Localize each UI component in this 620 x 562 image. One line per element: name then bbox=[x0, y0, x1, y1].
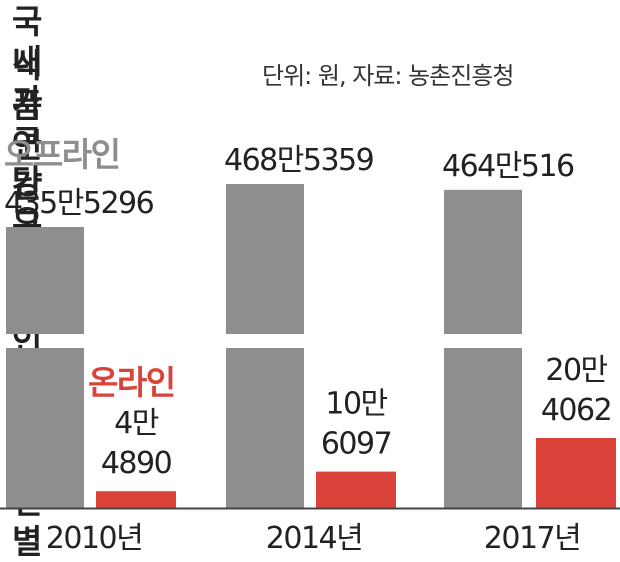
online-value-label: 20만 bbox=[545, 353, 607, 388]
offline-bar-lower bbox=[444, 348, 522, 508]
offline-value-label: 464만516 bbox=[442, 149, 574, 184]
x-tick-label: 2017년 bbox=[484, 521, 580, 555]
online-value-label: 4062 bbox=[541, 393, 611, 428]
offline-value-label: 435만5296 bbox=[4, 186, 154, 221]
offline-bar bbox=[444, 189, 522, 334]
x-tick-label: 2010년 bbox=[46, 521, 142, 555]
offline-bar-lower bbox=[226, 348, 304, 508]
offline-bar-lower bbox=[6, 348, 84, 508]
offline-bar bbox=[226, 184, 304, 334]
online-bar bbox=[536, 438, 616, 508]
unit-source-note: 단위: 원, 자료: 농촌진흥청 bbox=[262, 62, 514, 90]
online-value-label: 6097 bbox=[321, 427, 391, 462]
offline-bar bbox=[6, 227, 84, 334]
online-value-label: 10만 bbox=[325, 387, 387, 422]
online-bar bbox=[96, 491, 176, 508]
online-value-label: 4만 bbox=[114, 406, 159, 441]
legend-online-label: 온라인 bbox=[88, 363, 176, 402]
legend-offline-label: 오프라인 bbox=[4, 135, 121, 174]
x-tick-label: 2014년 bbox=[266, 521, 362, 555]
offline-value-label: 468만5359 bbox=[224, 143, 373, 178]
online-bar bbox=[316, 471, 396, 508]
online-value-label: 4890 bbox=[101, 446, 172, 481]
